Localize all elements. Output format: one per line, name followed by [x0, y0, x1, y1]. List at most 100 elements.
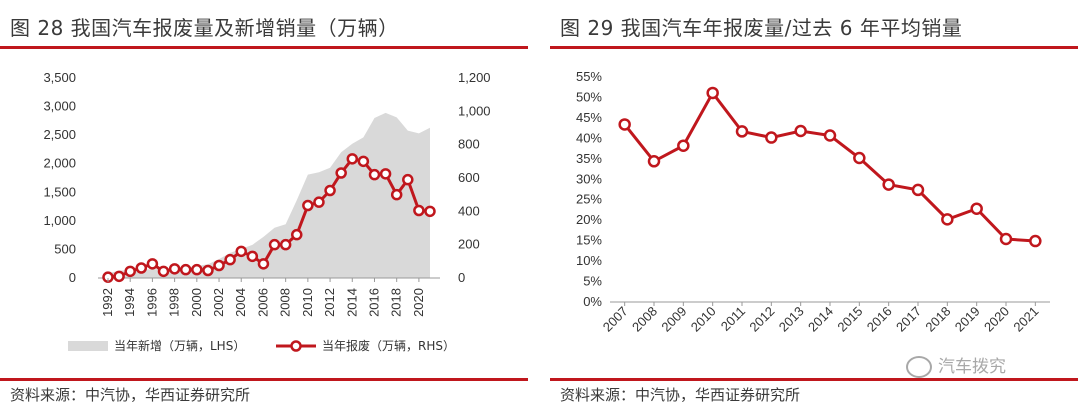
y-tick-label: 45% — [576, 110, 602, 125]
y-tick-label: 35% — [576, 151, 602, 166]
legend-swatch-area — [68, 341, 108, 351]
ratio-data-point — [735, 125, 749, 138]
scrappage-data-point — [357, 155, 370, 168]
scrappage-data-point — [402, 173, 414, 186]
y-left-tick-label: 0 — [69, 270, 76, 285]
y-tick-label: 10% — [576, 253, 602, 268]
y-right-tick-label: 600 — [458, 170, 480, 185]
x-tick-label: 2010 — [300, 288, 315, 317]
x-tick-label: 2006 — [255, 288, 270, 317]
scrappage-data-point — [313, 196, 325, 208]
x-tick-label: 2012 — [746, 304, 777, 335]
x-tick-label: 2002 — [211, 288, 226, 317]
scrappage-data-point — [268, 238, 281, 251]
scrappage-data-point — [368, 168, 381, 181]
watermark: 汽车拨究 — [906, 352, 1006, 378]
scrappage-data-point — [324, 184, 336, 197]
y-tick-label: 25% — [576, 192, 602, 207]
legend-label-line: 当年报废（万辆，RHS） — [322, 338, 455, 353]
scrappage-data-point — [291, 228, 303, 241]
scrappage-data-point — [191, 263, 203, 276]
x-tick-label: 2018 — [922, 304, 953, 335]
y-left-tick-label: 1,000 — [43, 213, 76, 228]
x-tick-label: 2015 — [834, 304, 865, 335]
y-tick-label: 40% — [576, 130, 602, 145]
y-left-tick-label: 3,000 — [43, 99, 76, 114]
scrappage-data-point — [335, 167, 347, 179]
y-right-tick-label: 200 — [458, 237, 480, 252]
y-right-tick-label: 1,200 — [458, 70, 491, 85]
scrappage-data-point — [202, 264, 214, 277]
x-tick-label: 2010 — [688, 304, 719, 335]
left-chart-panel: 图 28 我国汽车报废量及新增销量（万辆） 0 500 1,000 1,500 2,00… — [0, 0, 530, 418]
line-series-ratio — [623, 90, 1036, 243]
x-tick-label: 2014 — [344, 288, 359, 317]
y-left-tick-label: 2,000 — [43, 156, 76, 171]
scrappage-data-point — [279, 238, 292, 251]
scrappage-data-point — [146, 258, 159, 270]
x-tick-label: 2014 — [805, 304, 836, 335]
right-chart-panel: 图 29 我国汽车年报废量/过去 6 年平均销量 0% 5% 10% 15% 20% 25… — [550, 0, 1080, 418]
right-chart-svg: 0%5%10%15%20%25%30%35%40%45%50%55%200720… — [576, 69, 1050, 335]
x-tick-label: 2020 — [981, 304, 1012, 335]
scrappage-data-point — [168, 263, 181, 275]
y-left-tick-label: 3,500 — [43, 70, 76, 85]
y-tick-label: 50% — [576, 89, 602, 104]
y-right-tick-label: 400 — [458, 203, 480, 218]
x-tick-label: 2016 — [864, 304, 895, 335]
ratio-data-point — [853, 151, 866, 165]
legend-label-area: 当年新增（万辆，LHS） — [114, 338, 245, 353]
y-left-tick-label: 500 — [54, 241, 76, 256]
ratio-data-point — [677, 139, 690, 152]
right-title-divider — [550, 46, 1078, 49]
scrappage-data-point — [413, 204, 425, 217]
x-tick-label: 2016 — [366, 288, 381, 317]
x-tick-label: 2013 — [776, 304, 807, 335]
x-tick-label: 2017 — [893, 304, 924, 335]
x-tick-label: 2000 — [189, 288, 204, 317]
ratio-data-point — [618, 118, 631, 131]
scrappage-data-point — [124, 265, 136, 278]
x-tick-label: 1994 — [122, 288, 137, 317]
y-tick-label: 55% — [576, 69, 602, 84]
left-title-divider — [0, 46, 528, 49]
left-chart-svg: 0 500 1,000 1,500 2,000 2,500 3,000 3,500 0 200 40… — [43, 70, 491, 353]
scrappage-data-point — [179, 263, 192, 276]
right-source-note: 资料来源：中汽协，华西证券研究所 — [560, 386, 801, 404]
right-source-divider — [550, 378, 1078, 381]
ratio-data-point — [823, 129, 837, 142]
scrappage-data-point — [213, 259, 225, 272]
scrappage-data-point — [257, 258, 270, 270]
y-left-tick-label: 2,500 — [43, 127, 76, 142]
ratio-data-point — [882, 178, 895, 191]
x-tick-label: 1992 — [100, 288, 115, 317]
ratio-data-point — [794, 124, 807, 138]
x-tick-label: 1998 — [167, 288, 182, 317]
x-tick-label: 2009 — [658, 304, 689, 335]
right-chart-title: 图 29 我国汽车年报废量/过去 6 年平均销量 — [560, 16, 963, 40]
y-right-tick-label: 800 — [458, 137, 480, 152]
scrappage-data-point — [302, 199, 314, 212]
ratio-data-point — [999, 232, 1013, 246]
y-left-tick-label: 1,500 — [43, 184, 76, 199]
scrappage-data-point — [424, 205, 436, 218]
x-tick-label: 2007 — [600, 304, 631, 335]
x-tick-label: 2019 — [952, 304, 983, 335]
scrappage-data-point — [246, 250, 259, 263]
y-tick-label: 30% — [576, 171, 602, 186]
ratio-data-point — [765, 131, 778, 144]
y-tick-label: 5% — [583, 274, 602, 289]
left-chart-title: 图 28 我国汽车报废量及新增销量（万辆） — [10, 16, 399, 40]
y-right-tick-label: 0 — [458, 270, 465, 285]
x-tick-label: 2008 — [629, 304, 660, 335]
x-tick-label: 2012 — [322, 288, 337, 317]
scrappage-data-point — [157, 265, 170, 278]
ratio-data-point — [706, 86, 719, 100]
x-tick-label: 2008 — [278, 288, 293, 317]
x-tick-label: 2018 — [389, 288, 404, 317]
scrappage-data-point — [390, 188, 403, 201]
y-tick-label: 15% — [576, 233, 602, 248]
watermark-text: 汽车拨究 — [938, 357, 1006, 377]
left-source-divider — [0, 378, 528, 381]
scrappage-data-point — [379, 168, 392, 180]
